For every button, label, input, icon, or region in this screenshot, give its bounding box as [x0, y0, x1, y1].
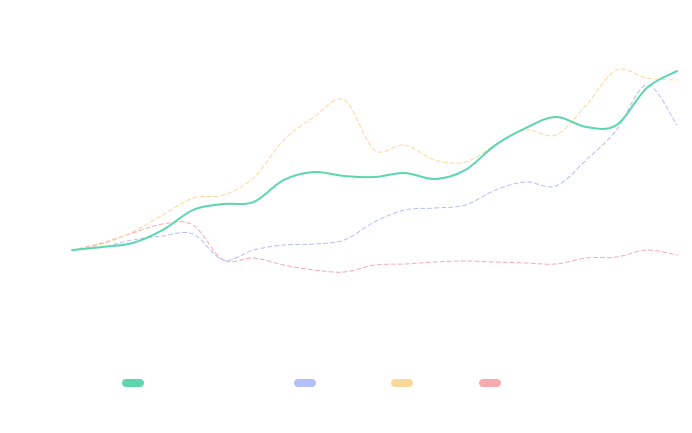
series-line — [71, 68, 678, 251]
series-line — [71, 70, 678, 251]
legend-swatch — [122, 379, 144, 387]
series-line — [71, 221, 678, 273]
legend-swatch — [294, 379, 316, 387]
series-line — [71, 84, 678, 261]
legend-swatch — [479, 379, 501, 387]
legend-swatch — [391, 379, 413, 387]
